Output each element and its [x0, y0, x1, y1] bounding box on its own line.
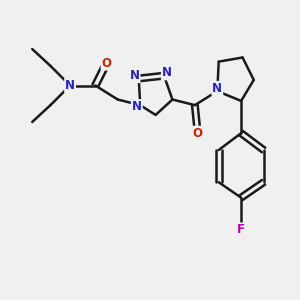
Text: N: N — [65, 79, 75, 92]
Text: O: O — [193, 127, 203, 140]
Text: O: O — [101, 57, 112, 70]
Text: N: N — [130, 69, 140, 82]
Text: F: F — [237, 224, 245, 236]
Text: N: N — [212, 82, 222, 95]
Text: N: N — [162, 66, 172, 80]
Text: N: N — [132, 100, 142, 113]
